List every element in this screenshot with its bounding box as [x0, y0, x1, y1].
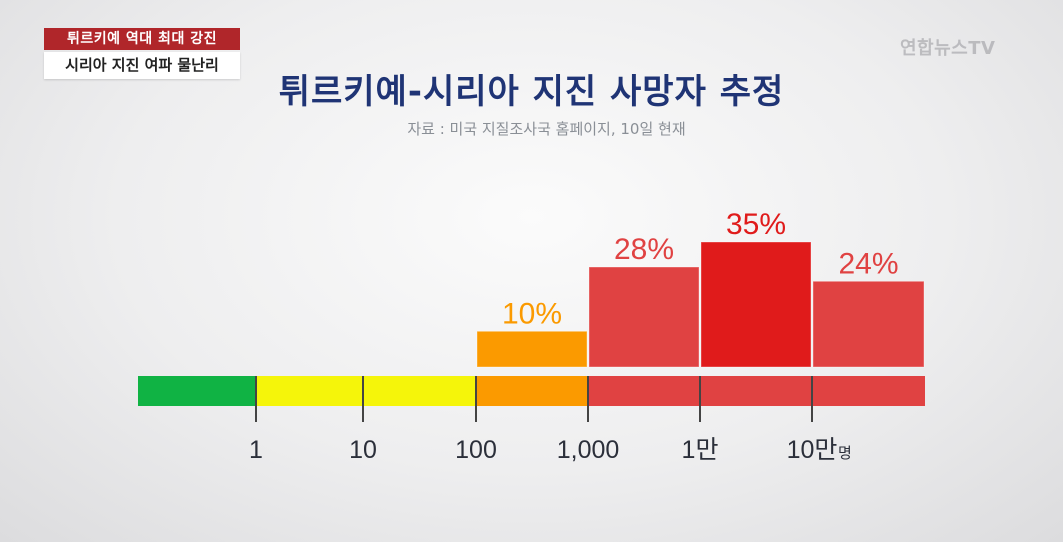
scale-segment	[256, 376, 363, 406]
scale-segment	[363, 376, 476, 406]
scale-segment	[588, 376, 700, 406]
news-tag-headline: 튀르키예 역대 최대 강진	[44, 28, 240, 50]
scale-unit-label: 명	[838, 444, 852, 462]
scale-tick-label: 1만	[682, 436, 719, 464]
bar-value-label: 10%	[502, 297, 562, 330]
scale-segment	[138, 376, 256, 406]
bar	[812, 280, 925, 368]
scale-tick-label: 100	[455, 436, 497, 464]
scale-segment	[700, 376, 812, 406]
news-tag-subheadline: 시리아 지진 여파 물난리	[44, 52, 240, 79]
bar	[700, 241, 812, 368]
chart-source-note: 자료 : 미국 지질조사국 홈페이지, 10일 현재	[407, 120, 686, 138]
scale-tick-label: 10만	[787, 436, 838, 464]
broadcaster-watermark: 연합뉴스TV	[900, 38, 996, 59]
scale-segment	[812, 376, 925, 406]
bar	[588, 266, 700, 368]
bar	[476, 330, 588, 368]
scale-tick-label: 1	[249, 436, 263, 464]
chart-title: 튀르키예-시리아 지진 사망자 추정	[278, 72, 785, 112]
bar-value-label: 28%	[614, 233, 674, 266]
scale-tick-label: 1,000	[557, 436, 620, 464]
scale-tick-label: 10	[349, 436, 377, 464]
bar-value-label: 24%	[838, 247, 898, 280]
bar-value-label: 35%	[726, 208, 786, 241]
scale-segment	[476, 376, 588, 406]
